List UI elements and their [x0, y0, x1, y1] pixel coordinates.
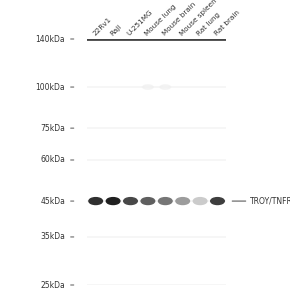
Text: Rat lung: Rat lung	[196, 11, 221, 37]
Ellipse shape	[124, 198, 137, 205]
Text: 35kDa: 35kDa	[40, 232, 65, 242]
Text: 45kDa: 45kDa	[40, 196, 65, 206]
Text: 75kDa: 75kDa	[40, 124, 65, 133]
Text: 140kDa: 140kDa	[36, 34, 65, 43]
Text: 25kDa: 25kDa	[41, 280, 65, 290]
Ellipse shape	[89, 198, 102, 205]
Text: U-251MG: U-251MG	[126, 9, 154, 37]
Ellipse shape	[141, 198, 155, 205]
Text: 100kDa: 100kDa	[36, 82, 65, 91]
Ellipse shape	[143, 85, 153, 89]
Text: Mouse brain: Mouse brain	[161, 2, 197, 37]
Text: Rat brain: Rat brain	[213, 10, 241, 37]
Text: 60kDa: 60kDa	[40, 155, 65, 164]
Text: Raji: Raji	[109, 23, 122, 37]
Ellipse shape	[211, 198, 224, 205]
Text: Mouse lung: Mouse lung	[144, 4, 177, 37]
Ellipse shape	[106, 198, 120, 205]
Ellipse shape	[193, 198, 207, 205]
Text: 22Rv1: 22Rv1	[91, 16, 112, 37]
Ellipse shape	[176, 198, 189, 205]
Text: TROY/TNFRSF19: TROY/TNFRSF19	[251, 196, 290, 206]
Ellipse shape	[160, 85, 171, 89]
Ellipse shape	[159, 198, 172, 205]
Text: Mouse spleen: Mouse spleen	[178, 0, 218, 37]
